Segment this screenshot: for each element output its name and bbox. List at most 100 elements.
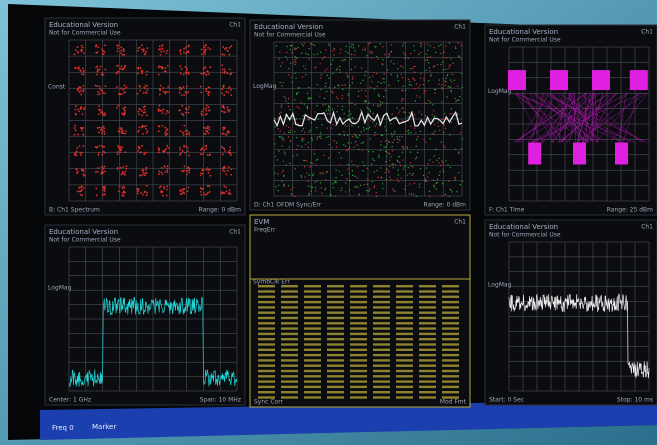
iq-point bbox=[205, 104, 208, 107]
iq-point bbox=[207, 47, 210, 49]
error-point bbox=[280, 136, 282, 138]
error-point bbox=[412, 166, 414, 168]
error-point bbox=[370, 52, 372, 54]
error-point bbox=[281, 61, 283, 64]
iq-point bbox=[80, 127, 83, 129]
error-point bbox=[417, 151, 419, 154]
symbol-cell bbox=[327, 380, 344, 383]
symbol-cell bbox=[396, 327, 413, 330]
error-point bbox=[391, 150, 393, 152]
error-point bbox=[369, 138, 371, 140]
error-point bbox=[381, 134, 383, 137]
symbol-cell bbox=[419, 375, 436, 378]
iq-point bbox=[74, 67, 76, 69]
iq-point bbox=[116, 167, 119, 170]
error-point bbox=[418, 186, 420, 188]
iq-point bbox=[180, 72, 182, 75]
error-point bbox=[409, 172, 411, 175]
iq-point bbox=[78, 110, 80, 113]
error-point bbox=[352, 164, 355, 166]
error-point bbox=[365, 100, 367, 102]
iq-point bbox=[76, 89, 79, 92]
error-point bbox=[443, 51, 445, 53]
error-point bbox=[432, 66, 435, 68]
error-point bbox=[304, 176, 306, 178]
error-point bbox=[405, 185, 407, 187]
error-point bbox=[382, 59, 384, 61]
iq-point bbox=[102, 189, 105, 192]
iq-point bbox=[201, 169, 204, 172]
iq-point bbox=[116, 106, 118, 109]
symbol-cell bbox=[350, 327, 367, 330]
error-point bbox=[374, 134, 376, 137]
error-point bbox=[341, 60, 343, 62]
iq-point bbox=[122, 190, 125, 192]
iq-point bbox=[83, 174, 86, 177]
iq-point bbox=[166, 167, 169, 170]
iq-point bbox=[160, 50, 163, 53]
error-point bbox=[365, 128, 367, 130]
symbol-cell bbox=[442, 385, 459, 389]
iq-point bbox=[122, 48, 125, 50]
error-point bbox=[456, 191, 458, 193]
error-point bbox=[374, 132, 376, 134]
iq-point bbox=[104, 193, 106, 196]
error-point bbox=[308, 131, 310, 133]
iq-point bbox=[221, 53, 224, 56]
iq-point bbox=[166, 91, 169, 94]
symbol-cell bbox=[281, 391, 298, 394]
error-point bbox=[363, 129, 365, 131]
error-point bbox=[328, 44, 330, 46]
symbol-cell bbox=[281, 359, 298, 362]
error-point bbox=[391, 135, 393, 137]
error-point bbox=[450, 121, 452, 124]
symbol-cell bbox=[281, 364, 298, 367]
trace bbox=[582, 93, 595, 143]
error-point bbox=[298, 87, 301, 89]
iq-point bbox=[79, 89, 82, 92]
error-point bbox=[362, 49, 364, 51]
symbol-cell bbox=[327, 290, 344, 293]
iq-point bbox=[157, 146, 160, 149]
error-point bbox=[390, 60, 392, 62]
error-point bbox=[429, 70, 431, 72]
error-point bbox=[332, 72, 334, 75]
error-point bbox=[407, 129, 410, 132]
error-point bbox=[398, 112, 400, 114]
error-point bbox=[401, 146, 403, 148]
error-point bbox=[386, 69, 388, 71]
iq-point bbox=[157, 109, 160, 112]
iq-point bbox=[180, 152, 182, 154]
error-point bbox=[461, 138, 463, 140]
iq-point bbox=[145, 166, 148, 169]
iq-point bbox=[182, 113, 185, 116]
error-point bbox=[415, 195, 417, 198]
iq-point bbox=[103, 165, 106, 168]
error-point bbox=[281, 104, 283, 106]
symbol-cell bbox=[442, 316, 459, 320]
symbol-cell bbox=[281, 327, 298, 330]
symbol-cell bbox=[442, 353, 459, 357]
iq-point bbox=[209, 174, 212, 177]
iq-point bbox=[225, 190, 228, 193]
iq-point bbox=[184, 111, 187, 114]
error-point bbox=[308, 86, 310, 89]
iq-point bbox=[228, 189, 231, 192]
error-point bbox=[343, 144, 345, 146]
error-point bbox=[274, 172, 276, 174]
error-point bbox=[358, 194, 360, 196]
error-point bbox=[312, 173, 315, 175]
error-point bbox=[406, 146, 408, 148]
symbol-cell bbox=[258, 327, 275, 330]
error-point bbox=[384, 89, 387, 92]
error-point bbox=[400, 73, 403, 75]
panel-footer: F: Ch1 Time bbox=[489, 207, 525, 214]
error-point bbox=[427, 49, 429, 51]
symbol-cell bbox=[281, 385, 298, 389]
symbol-cell bbox=[373, 290, 390, 293]
error-point bbox=[392, 188, 394, 190]
error-point bbox=[396, 136, 398, 138]
iq-point bbox=[221, 133, 224, 135]
iq-point bbox=[102, 167, 105, 170]
